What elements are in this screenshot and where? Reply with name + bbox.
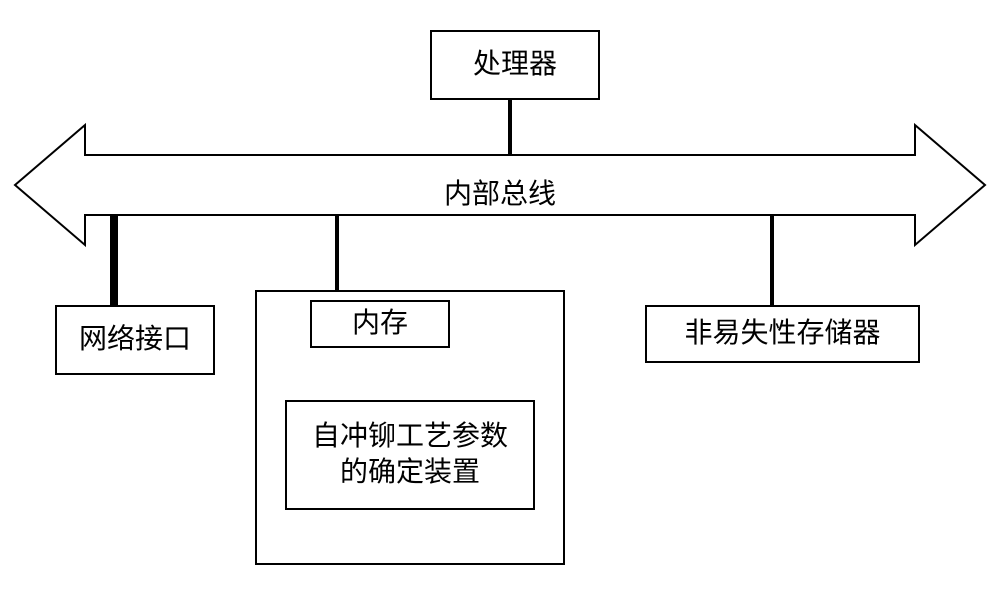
conn-processor-bus [508,100,512,155]
network-interface-label: 网络接口 [79,322,191,358]
bus-label: 内部总线 [444,177,556,213]
processor-box: 处理器 [430,30,600,100]
conn-mem-bus [335,215,339,290]
memory-label-box: 内存 [310,300,450,348]
parameter-device-box: 自冲铆工艺参数 的确定装置 [285,400,535,510]
memory-label: 内存 [352,306,408,342]
parameter-device-label: 自冲铆工艺参数 的确定装置 [312,419,508,492]
nvm-label: 非易失性存储器 [684,316,880,352]
processor-label: 处理器 [473,47,557,83]
conn-netif-bus [110,215,118,305]
network-interface-box: 网络接口 [55,305,215,375]
conn-nvm-bus [770,215,774,305]
nvm-box: 非易失性存储器 [645,305,920,363]
